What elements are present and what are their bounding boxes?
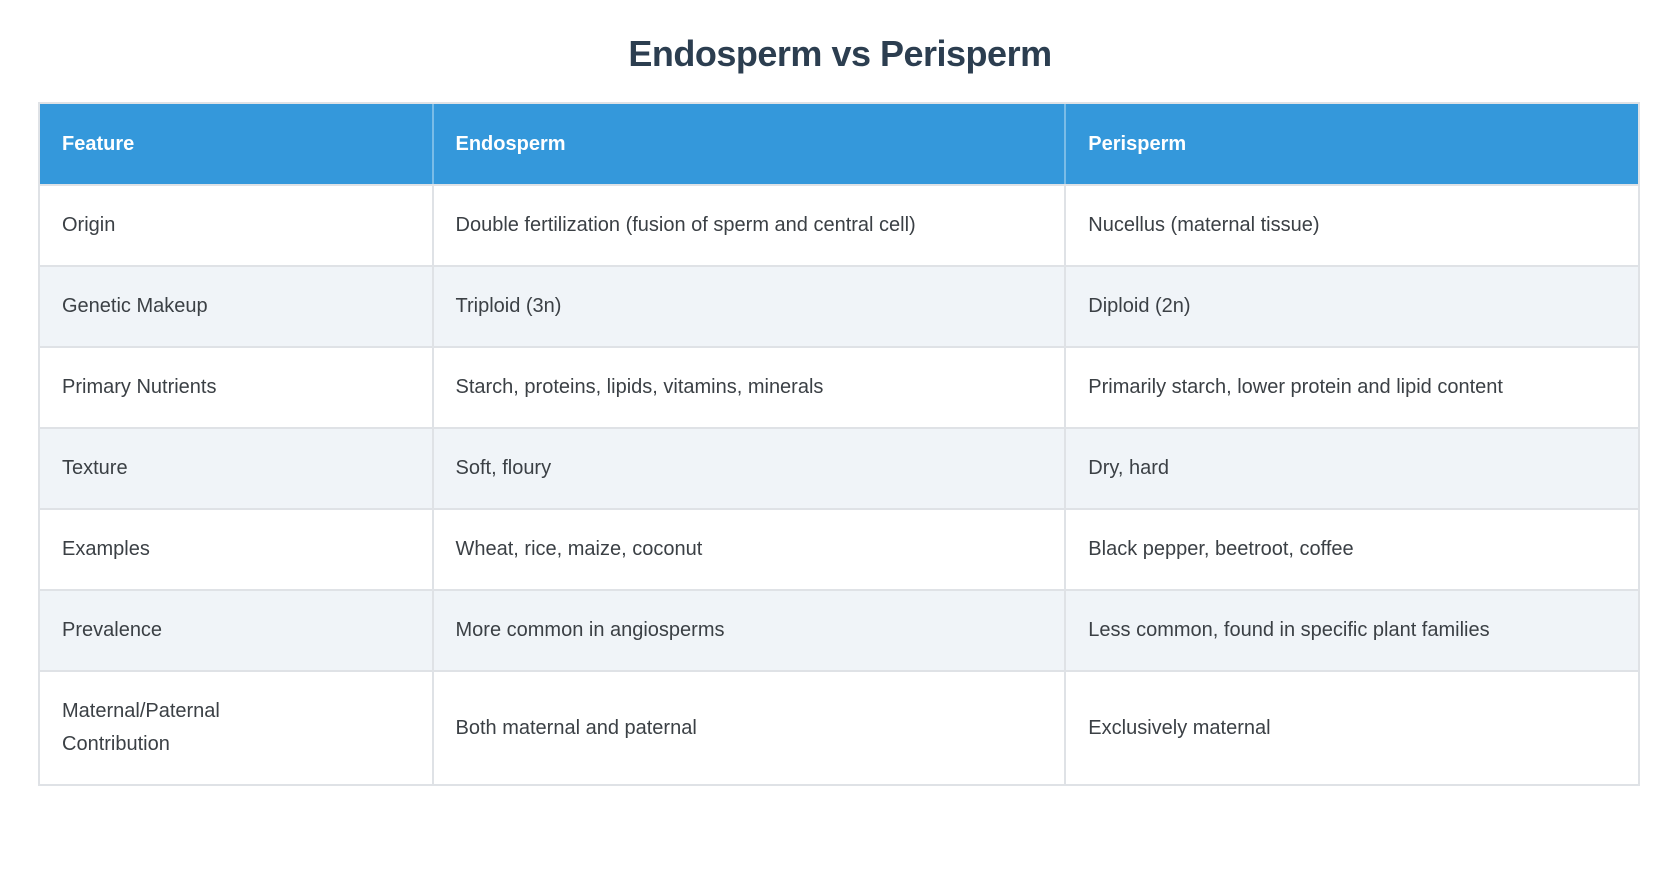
- cell-text: Both maternal and paternal: [455, 716, 697, 739]
- cell-text: Texture: [62, 457, 128, 480]
- perisperm-cell: Nucellus (maternal tissue): [1064, 184, 1638, 266]
- table-row: Origin Double fertilization (fusion of s…: [40, 184, 1638, 266]
- perisperm-cell: Black pepper, beetroot, coffee: [1064, 508, 1638, 590]
- cell-text: Maternal/Paternal Contribution: [62, 700, 220, 756]
- feature-cell: Genetic Makeup: [40, 265, 432, 347]
- cell-text: Wheat, rice, maize, coconut: [455, 538, 703, 561]
- header-row: Feature Endosperm Perisperm: [40, 104, 1638, 185]
- cell-text: Less common, found in specific plant fam…: [1088, 619, 1490, 642]
- feature-cell: Examples: [40, 508, 432, 590]
- cell-text: More common in angiosperms: [455, 619, 725, 642]
- feature-cell: Maternal/Paternal Contribution: [40, 670, 432, 785]
- feature-cell: Texture: [40, 427, 432, 509]
- endosperm-cell: Both maternal and paternal: [431, 670, 1065, 785]
- endosperm-cell: Soft, floury: [431, 427, 1065, 509]
- cell-text: Double fertilization (fusion of sperm an…: [455, 214, 916, 237]
- perisperm-cell: Primarily starch, lower protein and lipi…: [1064, 346, 1638, 428]
- comparison-table: Feature Endosperm Perisperm Origin Doubl…: [38, 102, 1640, 787]
- cell-text: Origin: [62, 214, 116, 237]
- cell-text: Exclusively maternal: [1088, 716, 1271, 739]
- cell-text: Dry, hard: [1088, 457, 1170, 480]
- cell-text: Starch, proteins, lipids, vitamins, mine…: [455, 376, 824, 399]
- column-header-perisperm: Perisperm: [1064, 104, 1638, 185]
- cell-text: Examples: [62, 538, 150, 561]
- table-row: Primary Nutrients Starch, proteins, lipi…: [40, 346, 1638, 428]
- table-row: Maternal/Paternal Contribution Both mate…: [40, 670, 1638, 785]
- endosperm-cell: Double fertilization (fusion of sperm an…: [431, 184, 1065, 266]
- column-header-feature: Feature: [40, 104, 432, 185]
- table-row: Prevalence More common in angiosperms Le…: [40, 589, 1638, 671]
- table-body: Origin Double fertilization (fusion of s…: [40, 184, 1638, 785]
- cell-text: Prevalence: [62, 619, 163, 642]
- page-title: Endosperm vs Perisperm: [628, 33, 1052, 74]
- table-row: Genetic Makeup Triploid (3n) Diploid (2n…: [40, 265, 1638, 347]
- cell-text: Soft, floury: [455, 457, 552, 480]
- cell-text: Primarily starch, lower protein and lipi…: [1088, 376, 1503, 399]
- perisperm-cell: Diploid (2n): [1064, 265, 1638, 347]
- feature-cell: Origin: [40, 184, 432, 266]
- cell-text: Primary Nutrients: [62, 376, 217, 399]
- endosperm-cell: More common in angiosperms: [431, 589, 1065, 671]
- endosperm-cell: Starch, proteins, lipids, vitamins, mine…: [431, 346, 1065, 428]
- cell-text: Black pepper, beetroot, coffee: [1088, 538, 1354, 561]
- cell-text: Diploid (2n): [1088, 295, 1191, 318]
- cell-text: Nucellus (maternal tissue): [1088, 214, 1320, 237]
- perisperm-cell: Less common, found in specific plant fam…: [1064, 589, 1638, 671]
- table-header: Feature Endosperm Perisperm: [40, 104, 1638, 185]
- feature-cell: Primary Nutrients: [40, 346, 432, 428]
- feature-cell: Prevalence: [40, 589, 432, 671]
- endosperm-cell: Triploid (3n): [431, 265, 1065, 347]
- endosperm-cell: Wheat, rice, maize, coconut: [431, 508, 1065, 590]
- perisperm-cell: Dry, hard: [1064, 427, 1638, 509]
- column-header-endosperm: Endosperm: [431, 104, 1065, 185]
- table-row: Examples Wheat, rice, maize, coconut Bla…: [40, 508, 1638, 590]
- perisperm-cell: Exclusively maternal: [1064, 670, 1638, 785]
- cell-text: Triploid (3n): [455, 295, 562, 318]
- table-row: Texture Soft, floury Dry, hard: [40, 427, 1638, 509]
- cell-text: Genetic Makeup: [62, 295, 208, 318]
